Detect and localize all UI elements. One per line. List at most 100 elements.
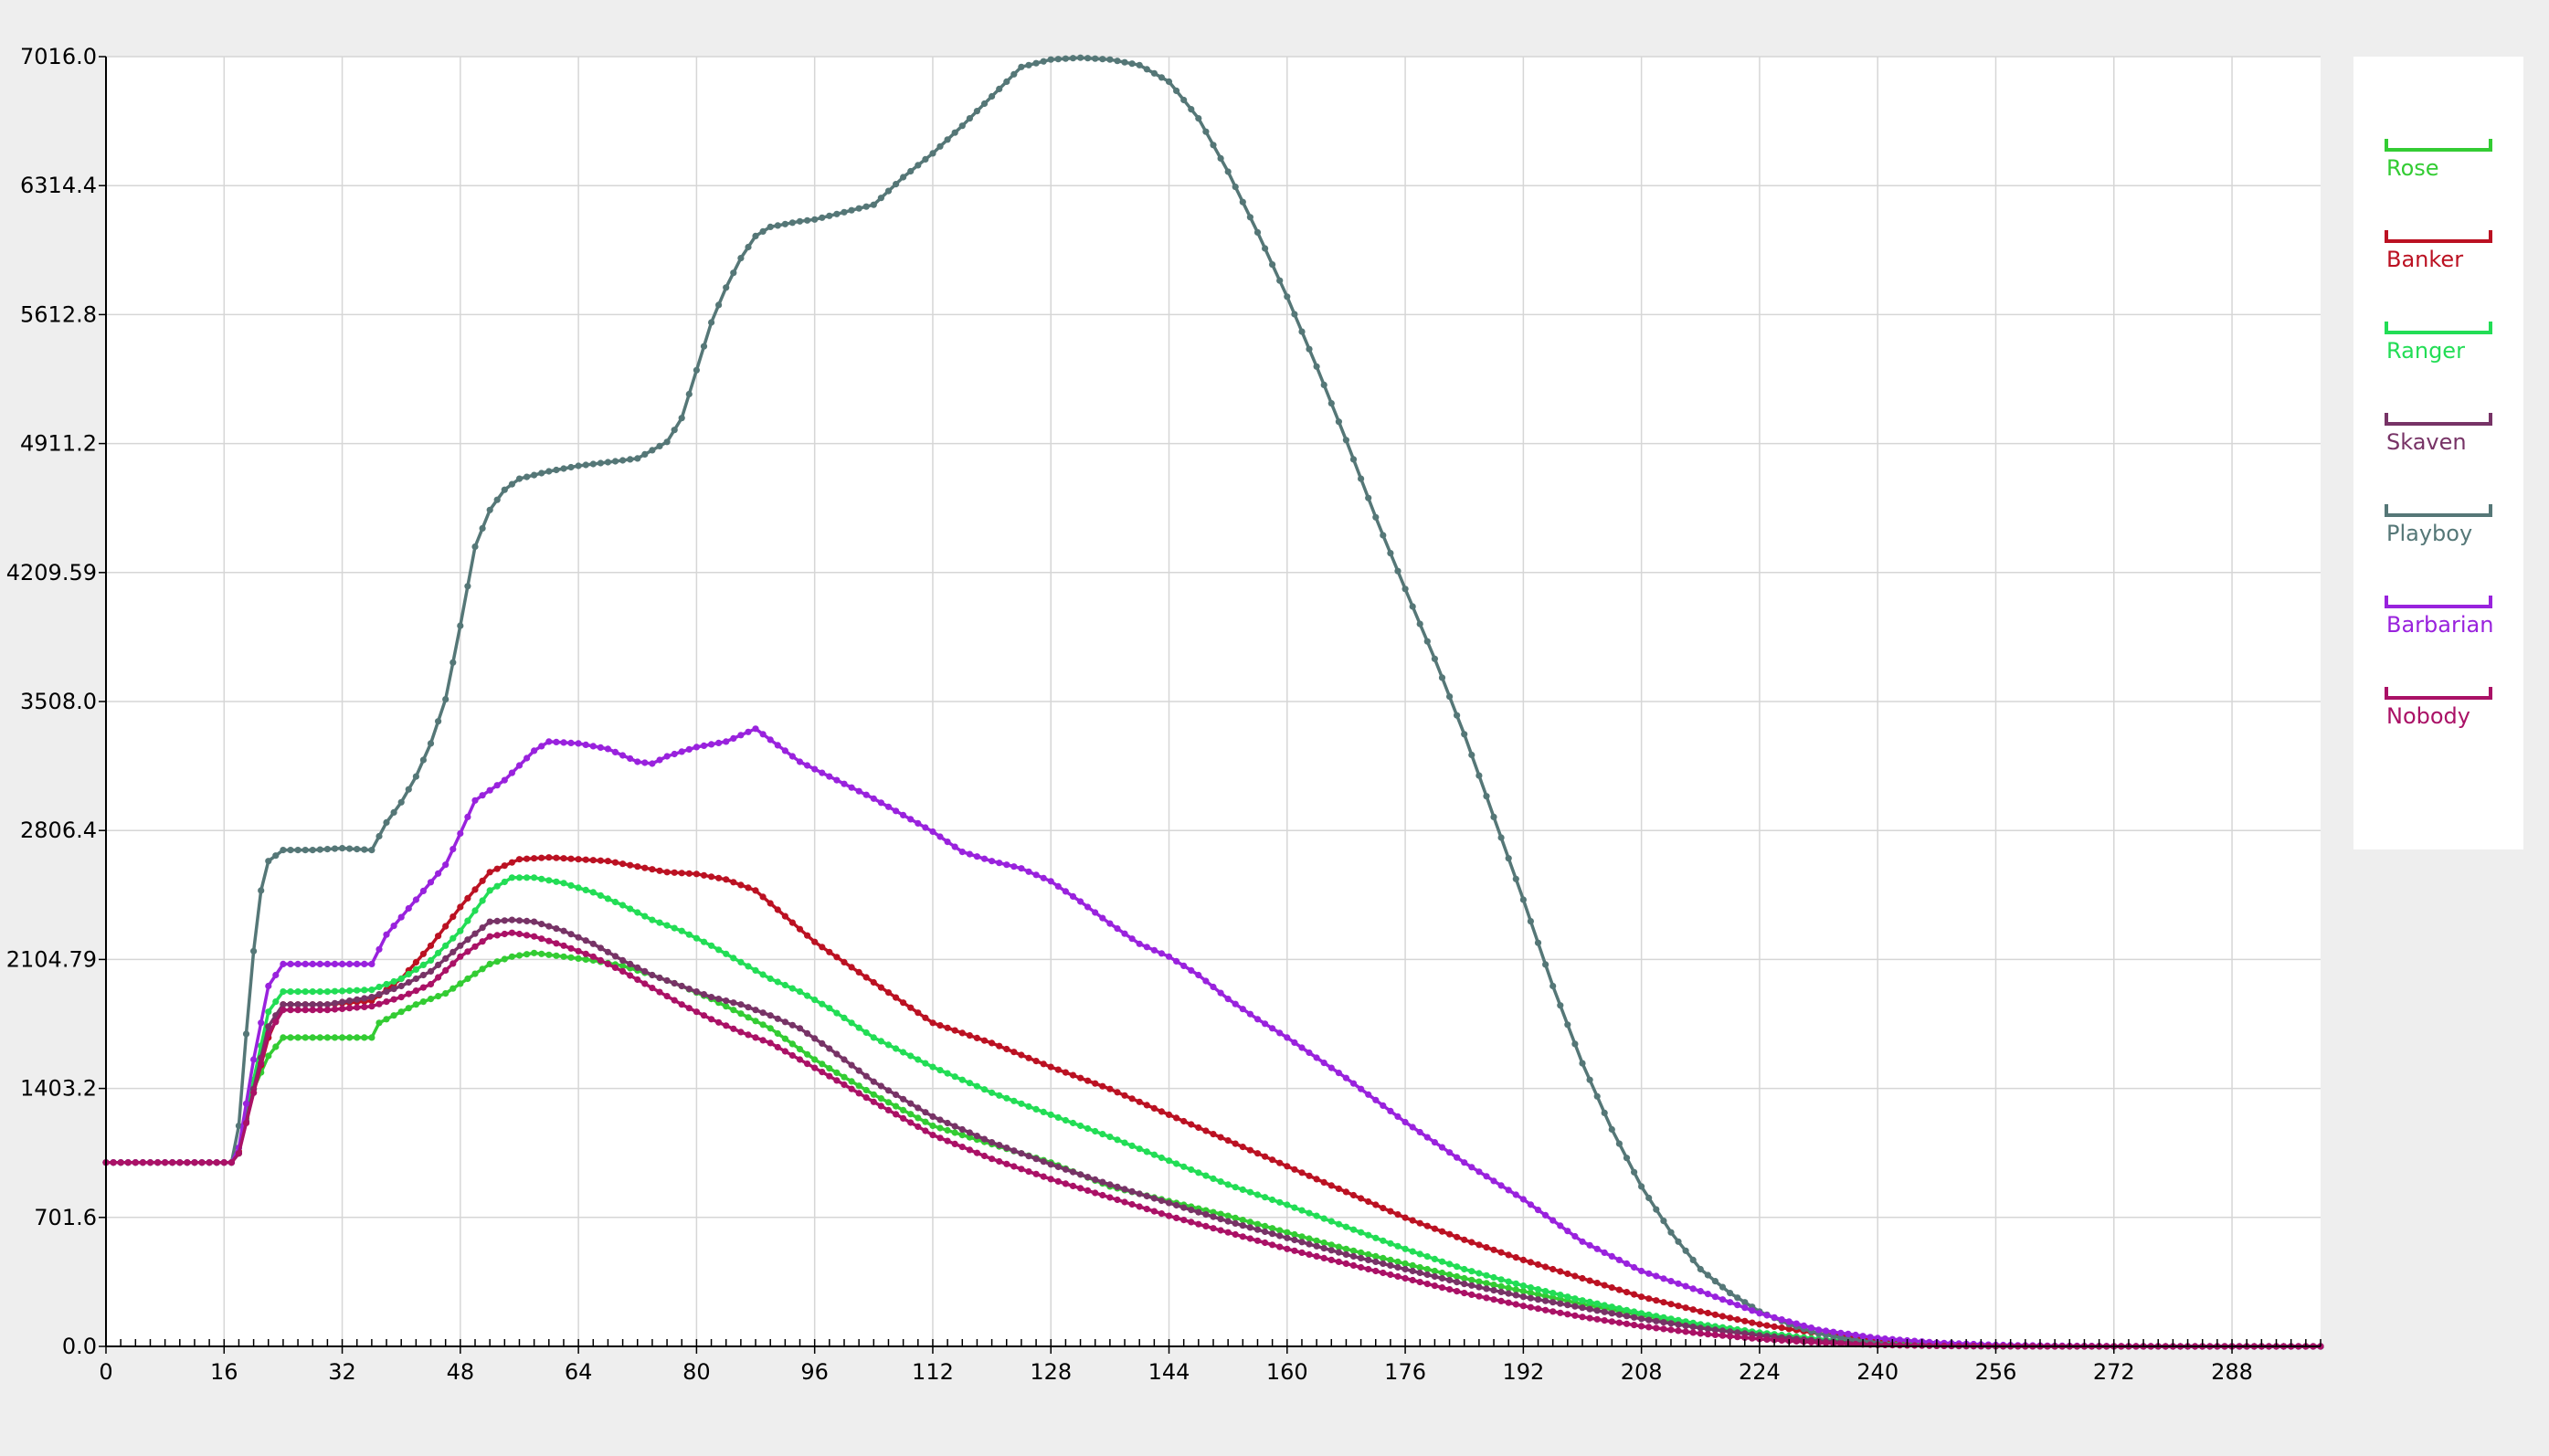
- data-point-nobody-124: [1018, 1166, 1025, 1173]
- data-point-playboy-94: [796, 217, 804, 225]
- data-point-playboy-19: [242, 1030, 250, 1038]
- data-point-nobody-220: [1727, 1333, 1734, 1340]
- data-point-banker-200: [1579, 1274, 1586, 1282]
- data-point-ranger-162: [1298, 1207, 1306, 1214]
- data-point-barbarian-226: [1771, 1314, 1778, 1321]
- data-point-barbarian-32: [339, 960, 346, 967]
- data-point-barbarian-237: [1852, 1331, 1859, 1339]
- data-point-ranger-206: [1623, 1306, 1631, 1314]
- data-point-nobody-206: [1623, 1320, 1631, 1327]
- data-point-skaven-79: [685, 986, 693, 993]
- data-point-nobody-113: [936, 1134, 944, 1142]
- data-point-ranger-138: [1121, 1139, 1128, 1146]
- data-point-ranger-154: [1239, 1186, 1246, 1193]
- data-point-barbarian-144: [1165, 953, 1173, 960]
- data-point-rose-29: [316, 1034, 323, 1041]
- data-point-banker-185: [1468, 1239, 1475, 1246]
- data-point-barbarian-115: [951, 843, 958, 850]
- data-point-ranger-27: [301, 988, 309, 996]
- data-point-banker-207: [1631, 1291, 1638, 1298]
- data-point-barbarian-145: [1173, 957, 1180, 965]
- data-point-ranger-82: [708, 942, 715, 949]
- data-point-barbarian-232: [1815, 1326, 1823, 1334]
- data-point-barbarian-155: [1246, 1010, 1253, 1018]
- x-tick-label: 32: [328, 1359, 356, 1385]
- data-point-skaven-42: [412, 975, 419, 983]
- data-point-nobody-68: [604, 960, 612, 967]
- data-point-banker-113: [936, 1022, 944, 1029]
- data-point-skaven-30: [323, 1001, 331, 1008]
- data-point-rose-190: [1505, 1284, 1512, 1292]
- data-point-skaven-45: [435, 961, 442, 968]
- data-point-nobody-60: [545, 937, 553, 944]
- data-point-nobody-137: [1114, 1196, 1121, 1204]
- data-point-barbarian-36: [368, 960, 375, 967]
- data-point-banker-228: [1785, 1325, 1793, 1333]
- x-tick-label: 272: [2093, 1359, 2135, 1385]
- data-point-playboy-33: [346, 845, 354, 852]
- data-point-nobody-26: [294, 1007, 301, 1014]
- data-point-barbarian-126: [1032, 871, 1040, 879]
- data-point-nobody-173: [1380, 1269, 1387, 1277]
- data-point-nobody-34: [354, 1004, 361, 1011]
- data-point-playboy-67: [597, 459, 605, 467]
- data-point-banker-64: [575, 856, 582, 863]
- data-point-ranger-65: [582, 886, 589, 894]
- data-point-nobody-99: [833, 1077, 841, 1084]
- data-point-nobody-160: [1284, 1245, 1291, 1252]
- data-point-rose-178: [1416, 1263, 1423, 1271]
- data-point-barbarian-99: [833, 776, 841, 784]
- y-tick-label: 2806.4: [20, 818, 97, 843]
- data-point-playboy-51: [479, 524, 486, 533]
- data-point-nobody-204: [1608, 1318, 1615, 1325]
- data-point-rose-38: [383, 1016, 390, 1023]
- data-point-ranger-69: [611, 898, 619, 906]
- data-point-barbarian-185: [1468, 1164, 1475, 1171]
- data-point-skaven-152: [1224, 1218, 1232, 1225]
- data-point-playboy-22: [265, 858, 272, 865]
- data-point-banker-69: [611, 859, 619, 866]
- data-point-skaven-89: [759, 1009, 767, 1017]
- data-point-ranger-201: [1586, 1298, 1593, 1305]
- data-point-rose-155: [1246, 1219, 1253, 1226]
- data-point-skaven-157: [1262, 1228, 1269, 1236]
- data-point-nobody-143: [1158, 1210, 1165, 1218]
- data-point-nobody-210: [1653, 1324, 1660, 1332]
- data-point-skaven-216: [1697, 1324, 1704, 1332]
- data-point-banker-166: [1327, 1182, 1335, 1189]
- data-point-ranger-193: [1527, 1284, 1534, 1292]
- data-point-barbarian-92: [781, 747, 789, 754]
- data-point-barbarian-143: [1158, 950, 1165, 957]
- data-point-barbarian-210: [1653, 1272, 1660, 1280]
- data-point-barbarian-196: [1549, 1217, 1557, 1224]
- data-point-nobody-90: [767, 1039, 774, 1047]
- data-point-nobody-112: [929, 1132, 936, 1139]
- data-point-nobody-24: [280, 1007, 287, 1014]
- data-point-banker-99: [833, 954, 841, 961]
- data-point-nobody-131: [1069, 1182, 1077, 1189]
- data-point-banker-126: [1032, 1058, 1040, 1065]
- data-point-skaven-139: [1128, 1187, 1136, 1195]
- data-point-nobody-70: [619, 967, 627, 975]
- data-point-playboy-187: [1483, 793, 1490, 800]
- data-point-banker-221: [1734, 1316, 1741, 1324]
- data-point-playboy-144: [1165, 78, 1173, 85]
- data-point-barbarian-129: [1054, 882, 1062, 891]
- legend-item-ranger: Ranger: [2385, 322, 2492, 364]
- data-point-banker-89: [759, 893, 767, 901]
- data-point-banker-137: [1114, 1089, 1121, 1096]
- data-point-skaven-124: [1018, 1150, 1025, 1157]
- data-point-barbarian-88: [752, 725, 759, 733]
- data-point-nobody-209: [1645, 1324, 1653, 1331]
- data-point-rose-195: [1542, 1292, 1549, 1300]
- data-point-nobody-191: [1512, 1301, 1519, 1308]
- data-point-skaven-82: [708, 994, 715, 1001]
- y-tick-label: 3508.0: [20, 689, 97, 714]
- data-point-barbarian-128: [1047, 878, 1054, 885]
- data-point-rose-166: [1327, 1241, 1335, 1249]
- data-point-barbarian-94: [796, 758, 804, 765]
- data-point-nobody-3: [124, 1159, 132, 1166]
- data-point-ranger-133: [1084, 1124, 1092, 1133]
- data-point-nobody-188: [1490, 1296, 1497, 1303]
- data-point-nobody-16: [220, 1159, 227, 1166]
